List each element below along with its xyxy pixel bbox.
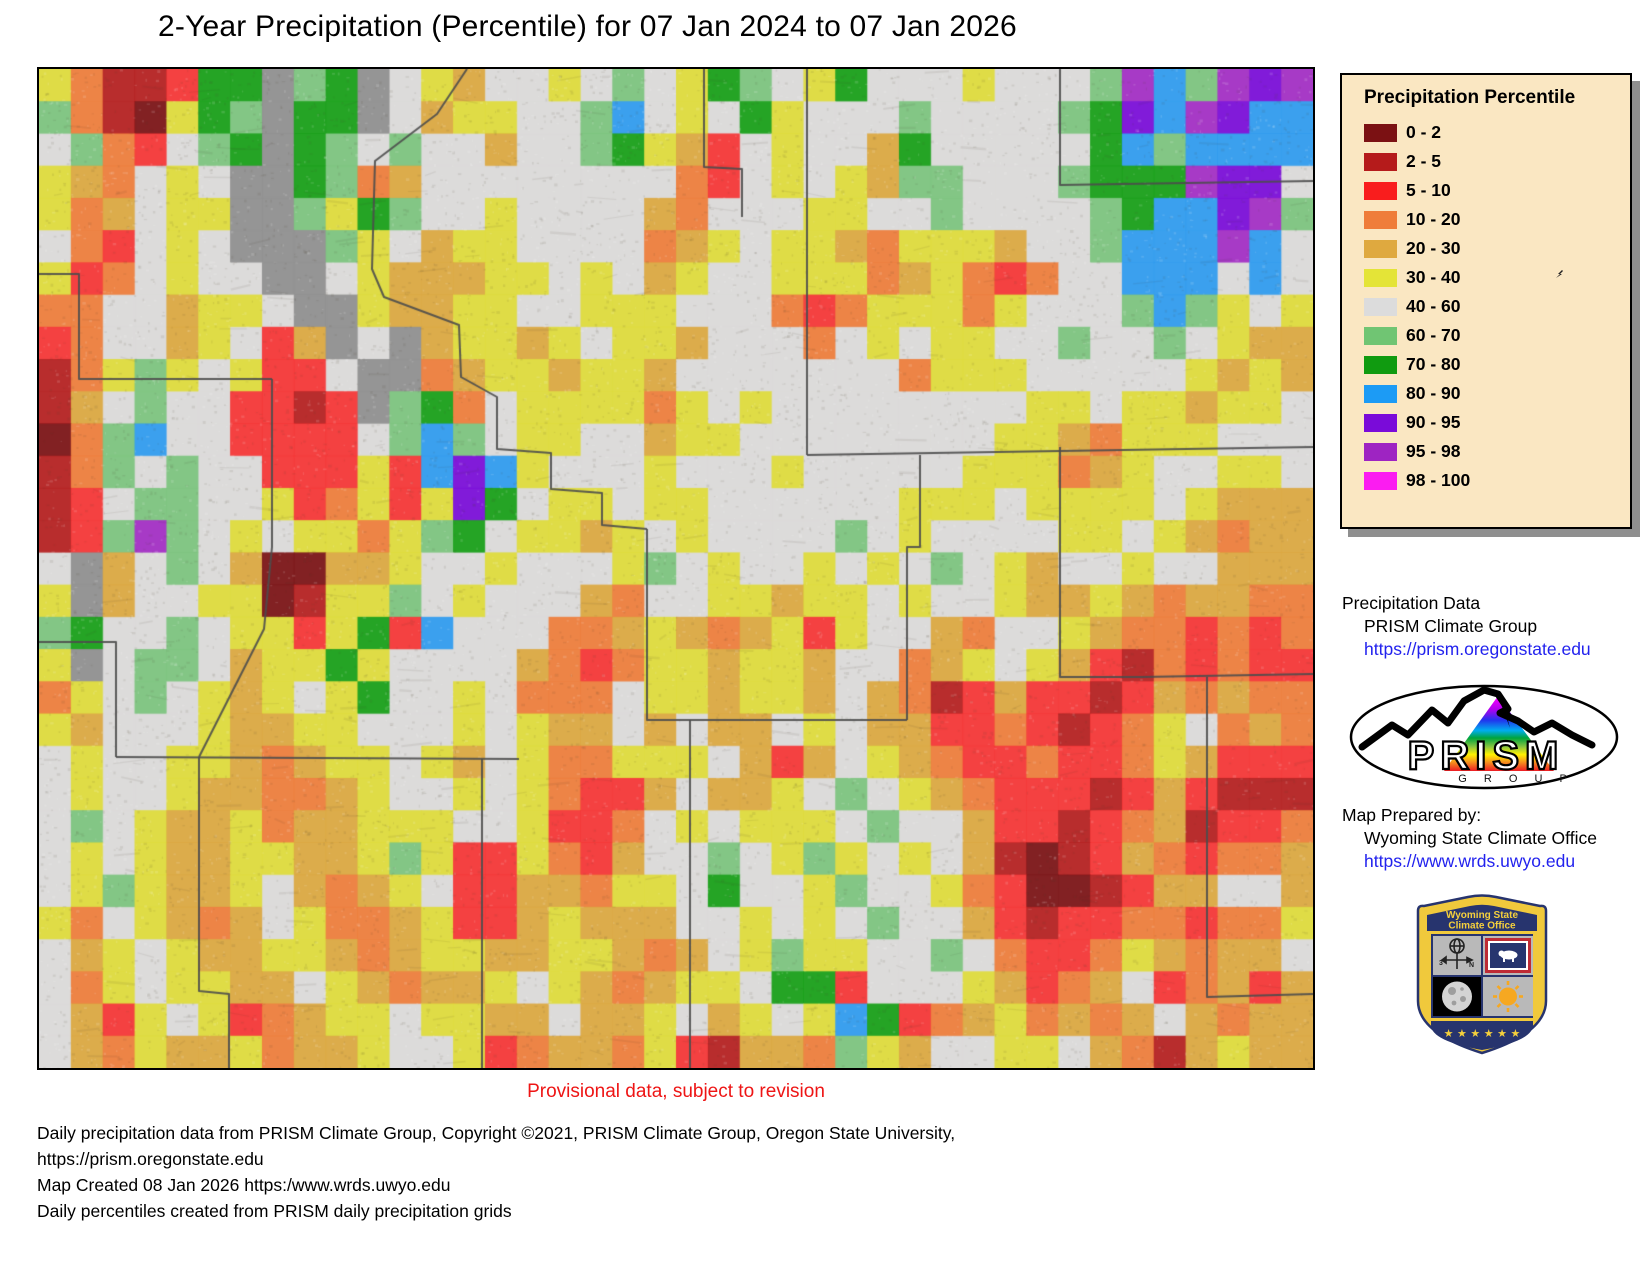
legend-label: 95 - 98 <box>1406 441 1461 461</box>
legend-label: 80 - 90 <box>1406 383 1461 403</box>
legend-entry: 30 - 40 <box>1364 263 1630 292</box>
prism-rainbow-triangle <box>1444 696 1554 771</box>
legend-swatch <box>1364 268 1397 287</box>
legend-label: 2 - 5 <box>1406 151 1442 171</box>
footer-line-4: Daily percentiles created from PRISM dai… <box>37 1201 512 1221</box>
prepared-by-credits: Map Prepared by: Wyoming State Climate O… <box>1342 804 1597 873</box>
prism-mountain-shadow <box>1498 696 1513 728</box>
legend-entry: 95 - 98 <box>1364 437 1630 466</box>
legend-label: 98 - 100 <box>1406 470 1471 490</box>
cursor-mark <box>1556 270 1563 278</box>
moon-icon <box>1442 981 1472 1012</box>
moon-craters <box>1448 987 1466 1006</box>
shield-text-line2: Climate Office <box>1448 921 1516 932</box>
provisional-notice: Provisional data, subject to revision <box>527 1081 825 1102</box>
legend-label: 70 - 80 <box>1406 354 1461 374</box>
legend-swatch <box>1364 123 1397 142</box>
prism-mountain-ridge <box>1358 686 1596 751</box>
legend-swatch <box>1364 413 1397 432</box>
legend-entry: 80 - 90 <box>1364 379 1630 408</box>
legend-swatch <box>1364 442 1397 461</box>
prism-url-link[interactable]: https://prism.oregonstate.edu <box>1364 639 1591 659</box>
weathervane-icon <box>1440 938 1474 969</box>
prism-group-logo: PRISM G R O U P <box>1349 684 1619 790</box>
legend-entry: 90 - 95 <box>1364 408 1630 437</box>
footer-credits: Daily precipitation data from PRISM Clim… <box>37 1120 955 1224</box>
legend-swatch <box>1364 326 1397 345</box>
legend-label: 5 - 10 <box>1406 180 1451 200</box>
legend-title: Precipitation Percentile <box>1364 87 1576 108</box>
wyoming-climate-office-shield: Wyoming State Climate Office 3 N <box>1416 894 1548 1055</box>
legend-label: 0 - 2 <box>1406 122 1442 142</box>
legend-entry: 70 - 80 <box>1364 350 1630 379</box>
precipitation-credits: Precipitation Data PRISM Climate Group h… <box>1342 592 1591 661</box>
legend-entry: 60 - 70 <box>1364 321 1630 350</box>
precipitation-map <box>37 67 1315 1070</box>
legend-label: 40 - 60 <box>1406 296 1461 316</box>
weathervane-letter-w: 3 <box>1439 960 1443 967</box>
precip-data-label: Precipitation Data <box>1342 593 1481 613</box>
legend-box: Precipitation Percentile 0 - 2 2 - 5 5 - 1… <box>1340 73 1632 529</box>
legend-swatch <box>1364 355 1397 374</box>
footer-line-3: Map Created 08 Jan 2026 https:/www.wrds.… <box>37 1175 451 1195</box>
prepared-by-label: Map Prepared by: <box>1342 805 1482 825</box>
legend-entry: 5 - 10 <box>1364 176 1630 205</box>
legend-entry: 2 - 5 <box>1364 147 1630 176</box>
weathervane-letter-n: N <box>1469 962 1474 969</box>
legend-rows: 0 - 2 2 - 5 5 - 10 10 - 20 20 - 30 30 - 40 40 … <box>1364 118 1630 495</box>
legend-label: 20 - 30 <box>1406 238 1461 258</box>
footer-line-2: https://prism.oregonstate.edu <box>37 1149 264 1169</box>
precip-org: PRISM Climate Group <box>1364 616 1538 636</box>
prepared-org: Wyoming State Climate Office <box>1364 828 1597 848</box>
legend-entry: 98 - 100 <box>1364 466 1630 495</box>
legend-swatch <box>1364 384 1397 403</box>
wrds-url-link[interactable]: https://www.wrds.uwyo.edu <box>1364 851 1576 871</box>
legend-entry: 10 - 20 <box>1364 205 1630 234</box>
legend-swatch <box>1364 210 1397 229</box>
footer-line-1: Daily precipitation data from PRISM Clim… <box>37 1123 956 1143</box>
page-title: 2-Year Precipitation (Percentile) for 07… <box>158 10 1017 43</box>
shield-star-band <box>1431 1021 1533 1050</box>
legend-entry: 0 - 2 <box>1364 118 1630 147</box>
legend-entry: 40 - 60 <box>1364 292 1630 321</box>
legend-swatch <box>1364 471 1397 490</box>
legend-swatch <box>1364 239 1397 258</box>
shield-stars: ★ ★ ★ ★ ★ ★ <box>1444 1027 1521 1040</box>
map-canvas <box>39 69 1313 1068</box>
legend-swatch <box>1364 181 1397 200</box>
shield-text-line1: Wyoming State <box>1446 910 1518 921</box>
sun-icon <box>1493 981 1523 1012</box>
legend-label: 90 - 95 <box>1406 412 1461 432</box>
flag-bison <box>1498 950 1518 962</box>
legend-label: 60 - 70 <box>1406 325 1461 345</box>
legend-swatch <box>1364 297 1397 316</box>
shield-header-band <box>1427 904 1537 931</box>
prism-logo-subtext: G R O U P <box>1458 773 1574 785</box>
legend-swatch <box>1364 152 1397 171</box>
prism-logo-text: PRISM <box>1408 734 1565 778</box>
legend-label: 30 - 40 <box>1406 267 1461 287</box>
legend-entry: 20 - 30 <box>1364 234 1630 263</box>
legend-label: 10 - 20 <box>1406 209 1461 229</box>
